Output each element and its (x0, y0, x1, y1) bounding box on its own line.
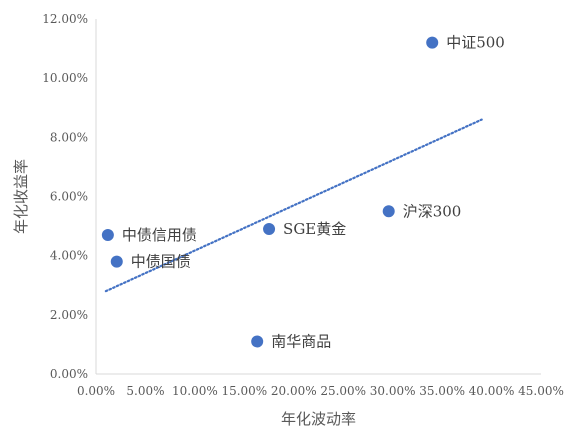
y-tick-label: 6.00% (50, 190, 88, 204)
axes (95, 19, 541, 375)
y-tick-label: 0.00% (50, 367, 88, 381)
data-point-label: 中证500 (446, 34, 505, 52)
data-point (251, 335, 264, 348)
x-tick-label: 40.00% (469, 384, 515, 398)
x-tick-label: 20.00% (271, 384, 317, 398)
data-point (110, 255, 123, 268)
x-tick-label: 5.00% (126, 384, 164, 398)
x-axis-title: 年化波动率 (281, 410, 356, 428)
y-tick-label: 10.00% (42, 71, 88, 85)
y-tick-label: 4.00% (50, 249, 88, 263)
data-point-label: 南华商品 (271, 332, 331, 350)
x-tick-label: 30.00% (370, 384, 416, 398)
data-point-label: 沪深300 (403, 202, 462, 220)
y-tick-labels: 0.00% 2.00% 4.00% 6.00% 8.00% 10.00% 12.00% (42, 12, 88, 381)
data-point (263, 223, 276, 236)
x-tick-labels: 0.00% 5.00% 10.00% 15.00% 20.00% 25.00% 30.00%… (77, 384, 564, 398)
y-tick-label: 12.00% (42, 12, 88, 26)
y-axis-title: 年化收益率 (12, 159, 30, 234)
data-point (426, 36, 439, 49)
data-point-label: SGE黄金 (283, 220, 346, 238)
data-point-label: 中债国债 (131, 253, 191, 271)
trendline (104, 118, 483, 293)
x-tick-label: 35.00% (419, 384, 465, 398)
x-tick-label: 10.00% (172, 384, 218, 398)
x-tick-label: 0.00% (77, 384, 115, 398)
data-point (382, 205, 395, 218)
y-tick-label: 8.00% (50, 130, 88, 144)
y-tick-label: 2.00% (50, 308, 88, 322)
x-tick-label: 15.00% (221, 384, 267, 398)
x-tick-label: 25.00% (320, 384, 366, 398)
data-point (101, 228, 114, 241)
x-tick-label: 45.00% (518, 384, 564, 398)
data-point-label: 中债信用债 (122, 226, 197, 244)
